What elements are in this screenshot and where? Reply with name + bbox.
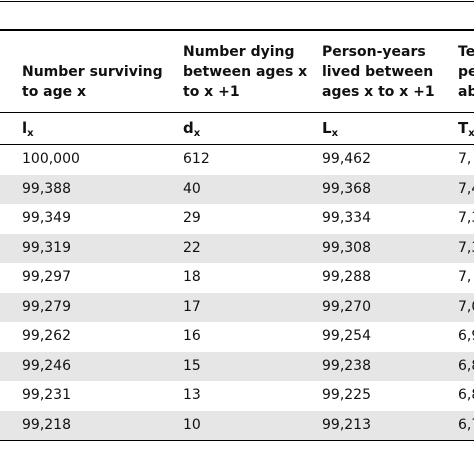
column-header: to age x xyxy=(22,84,87,100)
table-cell: 10 xyxy=(183,416,201,433)
symbol-subscript: x xyxy=(468,128,474,139)
table-cell: 99,218 xyxy=(22,416,71,433)
table-cell: 7,4 xyxy=(458,180,474,197)
column-header: ages x to x +1 xyxy=(322,84,435,100)
table-cell: 7,3 xyxy=(458,239,474,256)
symbol-main: d xyxy=(183,119,194,137)
header-rule xyxy=(0,29,474,31)
column-header: Te xyxy=(458,44,474,60)
table-cell: 40 xyxy=(183,180,201,197)
column-header: between ages x xyxy=(183,64,308,80)
table-cell: 22 xyxy=(183,239,201,256)
table-row: 99,262 16 99,254 6,9 xyxy=(0,322,474,351)
symbol-subscript: x xyxy=(331,128,339,139)
table-cell: 29 xyxy=(183,210,201,226)
table-row: 99,246 15 99,238 6,8 xyxy=(0,351,474,381)
table-row: 99,319 22 99,308 7,3 xyxy=(0,233,474,263)
table-cell: 612 xyxy=(183,151,210,167)
table-cell: 99,297 xyxy=(22,269,71,285)
table-cell: 6,8 xyxy=(458,357,474,374)
column-header: lived between xyxy=(322,64,434,80)
column-header: ab xyxy=(458,84,474,100)
table-row: 99,218 10 99,213 6,7 xyxy=(0,410,474,440)
table-row: 99,231 13 99,225 6,8 xyxy=(0,381,474,410)
table-cell: 99,319 xyxy=(22,239,71,256)
table-cell: 6,9 xyxy=(458,328,474,344)
column-symbol: Tx xyxy=(458,116,474,146)
symbol-main: L xyxy=(322,119,332,137)
table-row: 99,349 29 99,334 7,3 xyxy=(0,204,474,233)
table-cell: 13 xyxy=(183,387,201,403)
table-cell: 100,000 xyxy=(22,151,80,167)
table-cell: 99,279 xyxy=(22,298,71,315)
table-cell: 99,270 xyxy=(322,298,371,315)
column-header: pe xyxy=(458,64,474,80)
table-cell: 99,213 xyxy=(322,416,371,433)
table-cell: 7,3 xyxy=(458,210,474,226)
table-cell: 99,308 xyxy=(322,239,371,256)
table-cell: 7, xyxy=(458,151,472,167)
table-cell: 18 xyxy=(183,269,201,285)
table-cell: 99,262 xyxy=(22,328,71,344)
column-header: to x +1 xyxy=(183,84,240,100)
table-cell: 7, xyxy=(458,269,472,285)
column-symbol: dx xyxy=(183,116,200,146)
table-cell: 7,0 xyxy=(458,298,474,315)
symbol-rule xyxy=(0,144,474,145)
table-cell: 99,462 xyxy=(322,151,371,167)
table-row: 100,000 612 99,462 7, xyxy=(0,145,474,174)
table-cell: 16 xyxy=(183,328,201,344)
column-header: Number surviving xyxy=(22,64,163,80)
table-cell: 6,8 xyxy=(458,387,474,403)
table-cell: 99,238 xyxy=(322,357,371,374)
table-cell: 99,368 xyxy=(322,180,371,197)
header-bottom-rule xyxy=(0,112,474,113)
table-cell: 99,388 xyxy=(22,180,71,197)
symbol-main: T xyxy=(458,119,469,137)
table-row: 99,279 17 99,270 7,0 xyxy=(0,292,474,322)
table-cell: 99,246 xyxy=(22,357,71,374)
table-cell: 6,7 xyxy=(458,416,474,433)
symbol-subscript: x xyxy=(193,128,201,139)
symbol-subscript: x xyxy=(27,128,34,139)
column-header: Person-years xyxy=(322,44,426,60)
table-cell: 15 xyxy=(183,357,201,374)
column-symbol: Lx xyxy=(322,116,338,146)
table-cell: 99,225 xyxy=(322,387,371,403)
table-row: 99,297 18 99,288 7, xyxy=(0,263,474,292)
table-cell: 99,288 xyxy=(322,269,371,285)
column-symbol: lx xyxy=(22,116,34,146)
column-header: Number dying xyxy=(183,44,295,60)
table-cell: 99,231 xyxy=(22,387,71,403)
top-rule xyxy=(0,1,474,2)
table-cell: 99,254 xyxy=(322,328,371,344)
table-cell: 99,349 xyxy=(22,210,71,226)
table-cell: 99,334 xyxy=(322,210,371,226)
symbol-main: l xyxy=(22,119,28,137)
bottom-rule xyxy=(0,440,474,441)
table-cell: 17 xyxy=(183,298,201,315)
table-row: 99,388 40 99,368 7,4 xyxy=(0,174,474,204)
